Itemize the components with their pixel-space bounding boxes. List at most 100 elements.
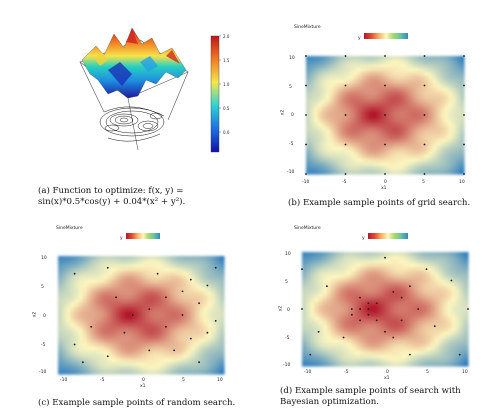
- colorbar-tick-label: 0.5: [223, 106, 230, 111]
- x-tick-label: 10: [462, 370, 468, 375]
- sample-point: [301, 268, 303, 270]
- sample-point: [392, 336, 395, 339]
- sample-point: [344, 114, 347, 116]
- sample-point: [326, 285, 328, 288]
- y-tick-label: 10: [41, 256, 47, 261]
- y-tick-label: -5: [41, 343, 46, 348]
- heatmap-cells: [302, 252, 469, 367]
- sample-point: [359, 296, 361, 299]
- sample-point: [463, 84, 465, 87]
- heatmap-cells: [306, 56, 465, 175]
- sample-point: [400, 319, 403, 322]
- sample-point: [417, 308, 420, 310]
- sample-point: [409, 353, 411, 356]
- panel-a: 2.0 1.5 1.0 0.5 0.0 (a) Function to opti…: [0, 0, 247, 218]
- y-tick-label: 5: [41, 285, 44, 290]
- sample-point: [344, 143, 347, 146]
- plot-title: SineMixture: [294, 226, 321, 231]
- sample-point: [433, 325, 436, 327]
- sample-point: [384, 173, 386, 175]
- sample-point: [148, 349, 151, 352]
- sample-point: [106, 355, 109, 358]
- y-tick-label: -10: [287, 170, 295, 175]
- surface-mesh: [81, 27, 187, 99]
- panel-b: SineMixture y x2 x1 10 5 0 -5 -10 -10 -5…: [250, 0, 494, 218]
- y-axis-label: x2: [280, 109, 286, 116]
- sample-point: [467, 308, 469, 310]
- y-tick-label: 10: [289, 56, 295, 61]
- y-tick-label: 0: [287, 308, 290, 313]
- x-tick-label: 10: [459, 180, 465, 185]
- y-tick-label: -5: [289, 142, 294, 147]
- sample-point: [317, 330, 320, 333]
- y-tick-label: 10: [285, 252, 291, 257]
- sample-point: [384, 330, 386, 333]
- y-tick-label: 0: [43, 314, 46, 319]
- sample-point: [305, 114, 307, 116]
- legend-colorbar: [368, 233, 408, 239]
- sample-point: [156, 272, 159, 275]
- x-axis-label: x1: [140, 384, 146, 389]
- sample-point: [400, 296, 403, 299]
- contour-lines: [99, 106, 165, 142]
- x-tick-label: 5: [182, 378, 185, 383]
- sample-point: [189, 278, 192, 281]
- y-tick-label: 5: [289, 85, 292, 90]
- x-tick-label: 0: [386, 370, 389, 375]
- legend-label: y: [358, 36, 361, 41]
- sample-point: [384, 55, 386, 57]
- heatmap-svg: [58, 256, 225, 375]
- sample-point: [305, 55, 307, 57]
- x-axis-label: x1: [384, 376, 390, 381]
- sample-point: [301, 308, 303, 310]
- sample-point: [359, 319, 361, 322]
- sample-point: [423, 173, 426, 175]
- colorbar-tick-label: 1.0: [223, 82, 230, 87]
- heatmap-svg: [301, 252, 469, 367]
- x-tick-label: -10: [302, 180, 310, 185]
- sample-point: [367, 308, 370, 310]
- sample-point: [165, 325, 167, 328]
- sample-point: [305, 84, 307, 87]
- sample-point: [367, 302, 370, 305]
- sample-point: [206, 284, 209, 287]
- sample-point: [384, 143, 386, 146]
- sample-point: [344, 84, 347, 87]
- caption-b: (b) Example sample points of grid search…: [288, 198, 471, 208]
- sample-point: [375, 302, 378, 305]
- sample-point: [423, 143, 426, 146]
- sample-point: [106, 266, 109, 269]
- legend-colorbar: [126, 233, 160, 239]
- sample-point: [463, 173, 465, 175]
- legend: y: [120, 233, 160, 243]
- sample-point: [359, 308, 361, 310]
- sample-point: [458, 353, 461, 356]
- x-tick-label: -10: [60, 378, 68, 383]
- colorbar-tick-label: 0.0: [223, 130, 230, 135]
- legend-label: y: [362, 236, 365, 241]
- sample-point: [344, 55, 347, 57]
- x-tick-label: 10: [217, 378, 223, 383]
- sample-point: [181, 314, 184, 316]
- sample-point: [367, 313, 370, 316]
- sample-point: [115, 296, 117, 299]
- colorbar-tick-label: 2.0: [223, 34, 230, 39]
- sample-point: [73, 343, 76, 346]
- caption-a: (a) Function to optimize: f(x, y) = sin(…: [38, 186, 186, 207]
- x-tick-label: -5: [342, 180, 347, 185]
- sample-point: [350, 308, 353, 310]
- sample-point: [73, 272, 76, 275]
- sample-point: [344, 173, 347, 175]
- sample-point: [375, 319, 378, 322]
- sample-point: [181, 290, 184, 293]
- panel-c: SineMixture y x2 x1 10 5 0 -5 -10 -10 -5…: [0, 218, 247, 412]
- sample-point: [131, 314, 134, 316]
- x-tick-label: 0: [384, 180, 387, 185]
- heatmap-d: [301, 252, 469, 367]
- caption-d: (d) Example sample points of search with…: [280, 386, 461, 407]
- sample-point: [463, 55, 465, 57]
- y-axis-label: x2: [32, 311, 38, 318]
- x-tick-label: -10: [304, 370, 312, 375]
- colorbar-ticks: [219, 35, 221, 133]
- sample-point: [82, 361, 84, 364]
